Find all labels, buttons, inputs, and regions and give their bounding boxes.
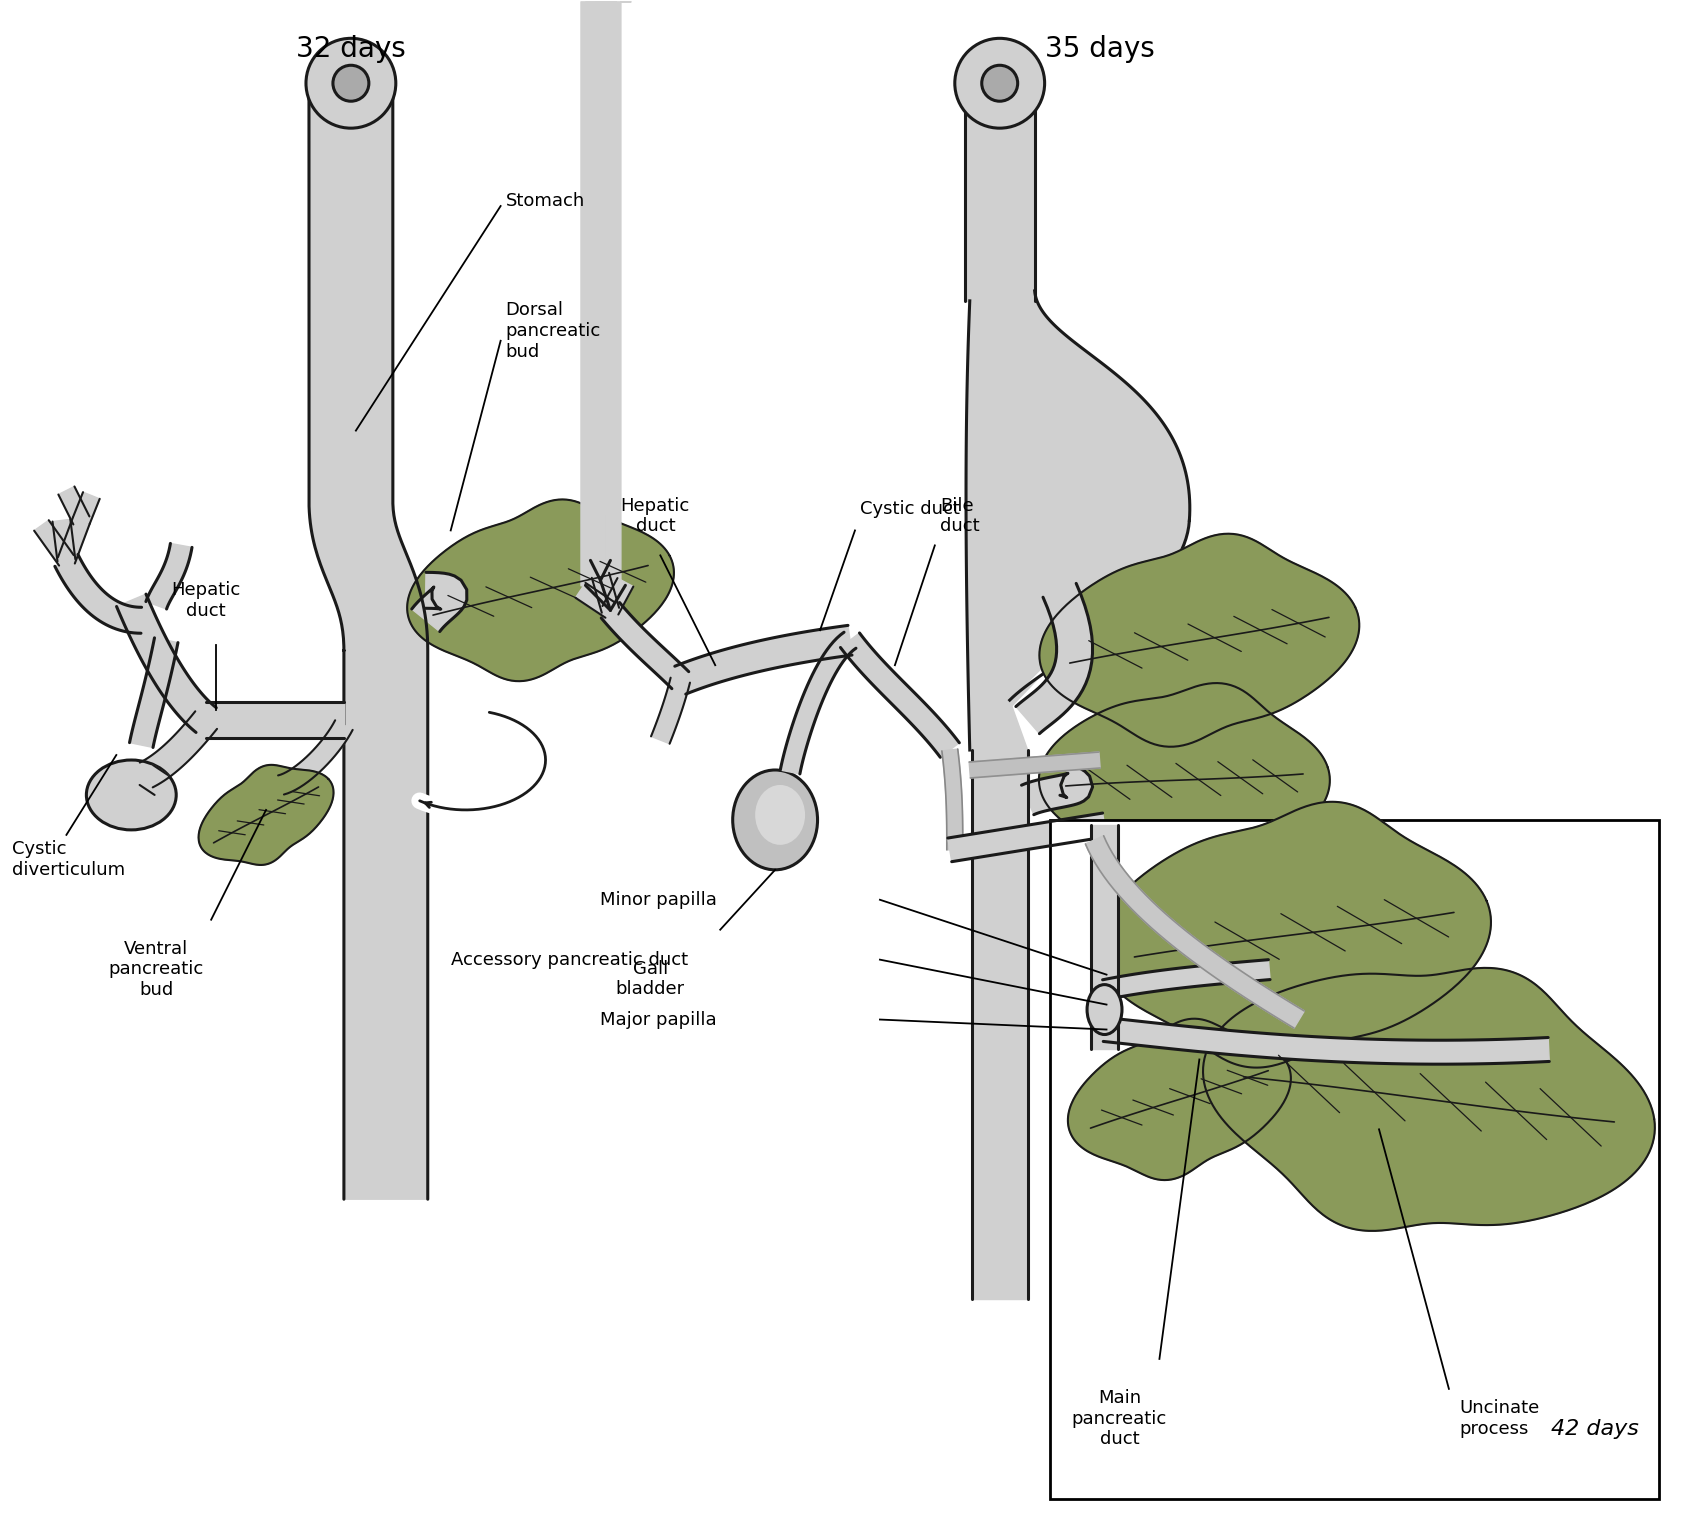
Text: 35 days: 35 days [1045,35,1155,63]
Polygon shape [1103,959,1270,999]
Polygon shape [942,749,963,850]
Text: Cystic
diverticulum: Cystic diverticulum [12,840,125,879]
Polygon shape [206,702,344,738]
Ellipse shape [733,771,818,870]
Polygon shape [651,677,690,743]
Ellipse shape [1087,985,1121,1034]
Text: Ventral
pancreatic
bud: Ventral pancreatic bud [108,939,204,999]
Polygon shape [1017,584,1093,734]
Circle shape [954,38,1045,129]
Polygon shape [140,711,217,787]
Polygon shape [411,573,467,631]
Text: Stomach: Stomach [506,192,585,210]
Bar [1050,820,1659,1498]
Polygon shape [278,720,352,795]
Polygon shape [406,499,674,682]
Circle shape [305,38,396,129]
Polygon shape [147,544,192,610]
Text: Gall
bladder: Gall bladder [615,959,685,999]
Polygon shape [966,291,1190,751]
Text: Minor papilla: Minor papilla [600,890,717,908]
Polygon shape [1091,824,1118,1049]
Polygon shape [575,582,615,617]
Text: Cystic duct: Cystic duct [860,501,959,518]
Polygon shape [72,492,99,524]
Text: Bile
duct: Bile duct [939,496,980,535]
Polygon shape [971,751,1028,1299]
Circle shape [332,66,369,101]
Polygon shape [1039,533,1359,746]
Polygon shape [969,700,1028,751]
Polygon shape [948,813,1106,861]
Text: 42 days: 42 days [1551,1419,1639,1439]
Polygon shape [1039,683,1330,876]
Text: Accessory pancreatic duct: Accessory pancreatic duct [450,951,688,968]
Polygon shape [969,752,1101,778]
Polygon shape [130,637,179,748]
Polygon shape [840,633,959,757]
Polygon shape [674,625,851,694]
Polygon shape [56,555,142,633]
Ellipse shape [86,760,177,830]
Ellipse shape [755,784,806,844]
Polygon shape [57,518,89,564]
Polygon shape [199,764,334,866]
Polygon shape [34,521,74,565]
Text: Dorsal
pancreatic
bud: Dorsal pancreatic bud [506,300,600,360]
Polygon shape [1103,1017,1549,1065]
Polygon shape [309,86,428,1200]
Text: Main
pancreatic
duct: Main pancreatic duct [1072,1390,1167,1448]
Polygon shape [52,519,76,562]
Polygon shape [1204,968,1656,1230]
Polygon shape [140,764,169,795]
Polygon shape [1098,801,1490,1068]
Polygon shape [602,602,688,689]
Polygon shape [781,633,856,774]
Circle shape [981,66,1018,101]
Text: Hepatic
duct: Hepatic duct [172,582,241,620]
Text: 32 days: 32 days [297,35,406,63]
Text: Hepatic
duct: Hepatic duct [620,496,690,535]
Polygon shape [592,573,619,613]
Polygon shape [1067,1019,1291,1180]
Text: Uncinate
process: Uncinate process [1458,1399,1539,1437]
Polygon shape [116,594,216,732]
Polygon shape [602,578,634,614]
Polygon shape [59,487,89,524]
Polygon shape [1022,764,1093,815]
Text: Major papilla: Major papilla [600,1011,717,1028]
Polygon shape [964,86,1035,300]
Polygon shape [1086,836,1305,1028]
